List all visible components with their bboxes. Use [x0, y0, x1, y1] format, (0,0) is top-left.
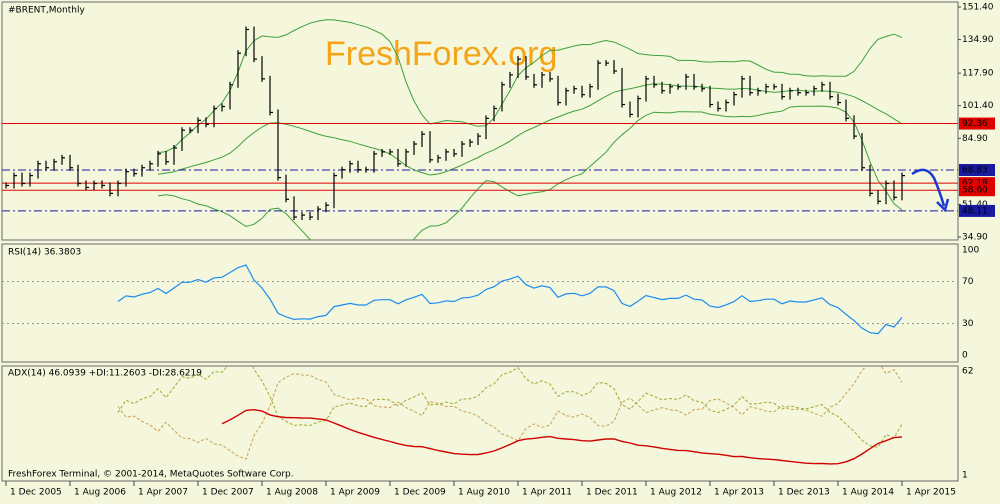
level-label: 62.18 [962, 179, 988, 189]
y-tick-label: 30 [962, 319, 974, 329]
x-tick-label: 1 Aug 2010 [458, 488, 510, 498]
rsi-title: RSI(14) 36.3803 [8, 248, 81, 258]
y-tick-label: 34.90 [962, 233, 988, 243]
level-label: 48.11 [962, 206, 988, 216]
y-tick-label: 70 [962, 277, 974, 287]
x-tick-label: 1 Apr 2011 [522, 488, 572, 498]
y-tick-label: 0 [962, 351, 968, 361]
x-tick-label: 1 Apr 2009 [330, 488, 380, 498]
x-tick-label: 1 Aug 2014 [842, 488, 894, 498]
y-tick-label: 62 [962, 367, 973, 377]
adx-layer [117, 366, 903, 465]
watermark: FreshForex.org [325, 35, 557, 73]
axes: 151.40134.90117.90101.4084.9051.4034.909… [5, 3, 995, 498]
level-label: 92.36 [962, 119, 988, 129]
x-tick-label: 1 Dec 2007 [202, 488, 254, 498]
x-tick-label: 1 Dec 2009 [394, 488, 446, 498]
main-pane [1, 1, 959, 241]
forecast-arrow [911, 168, 946, 207]
chart-title: #BRENT,Monthly [8, 6, 85, 16]
adx-title: ADX(14) 46.0939 +DI:11.2603 -DI:28.6219 [8, 369, 202, 379]
x-tick-label: 1 Apr 2013 [714, 488, 764, 498]
x-tick-label: 1 Aug 2006 [74, 488, 126, 498]
x-tick-label: 1 Aug 2008 [266, 488, 318, 498]
y-tick-label: 134.90 [962, 35, 994, 45]
x-tick-label: 1 Apr 2015 [906, 488, 956, 498]
rsi-layer [2, 264, 958, 335]
y-tick-label: 1 [962, 471, 968, 481]
minus-di-line [117, 366, 903, 460]
forecast-arrow-head [936, 198, 950, 213]
x-tick-label: 1 Dec 2013 [778, 488, 830, 498]
x-tick-label: 1 Apr 2007 [138, 488, 188, 498]
level-label-box [959, 184, 995, 197]
level-label-box [959, 117, 995, 130]
x-tick-label: 1 Dec 2011 [586, 488, 638, 498]
plus-di-line [117, 366, 903, 448]
adx-line [221, 408, 903, 465]
x-tick-label: 1 Aug 2012 [650, 488, 702, 498]
rsi-line [117, 264, 903, 335]
y-tick-label: 84.90 [962, 134, 988, 144]
level-label-box [959, 204, 995, 217]
y-tick-label: 151.40 [962, 3, 994, 13]
price-layer [2, 19, 958, 240]
x-tick-label: 1 Dec 2005 [10, 488, 62, 498]
bollinger-upper [157, 19, 903, 154]
footer: FreshForex Terminal, © 2001-2014, MetaQu… [8, 470, 294, 480]
level-label-box [959, 164, 995, 177]
level-label: 58.60 [962, 186, 988, 196]
y-tick-label: 117.90 [962, 69, 994, 79]
y-tick-label: 100 [962, 246, 979, 256]
y-tick-label: 101.40 [962, 101, 994, 111]
adx-pane [1, 365, 959, 482]
level-label: 68.83 [962, 166, 988, 176]
rsi-pane [1, 243, 959, 363]
